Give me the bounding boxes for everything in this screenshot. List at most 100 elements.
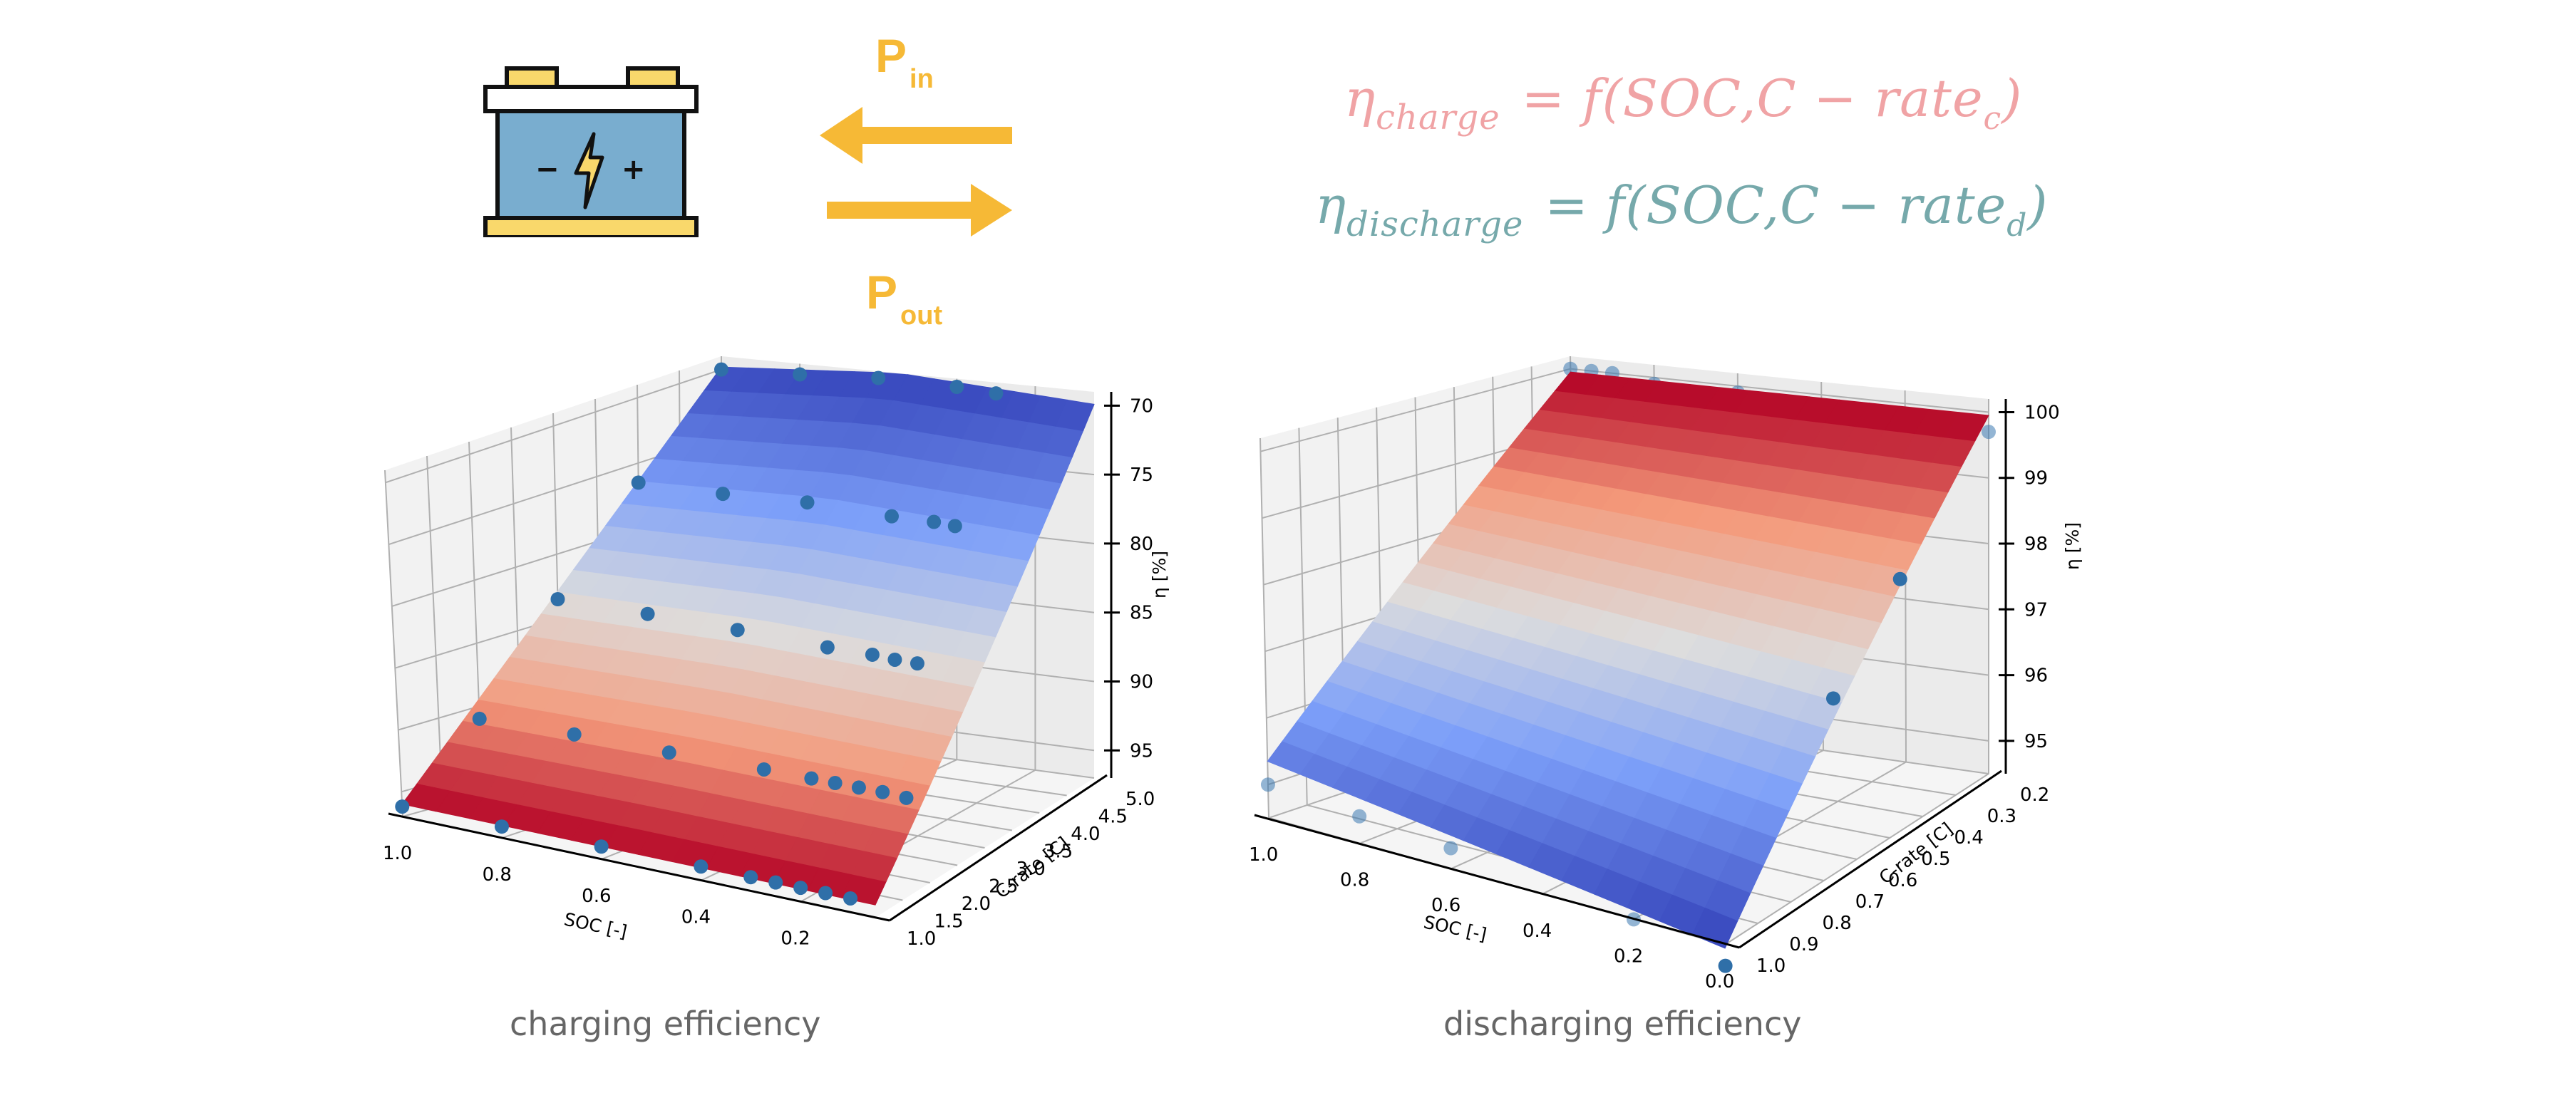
rate-subscript: d bbox=[2006, 207, 2028, 244]
data-point bbox=[743, 870, 758, 885]
data-point bbox=[694, 859, 709, 874]
z-tick-label: 99 bbox=[2024, 468, 2048, 489]
y-axis-line bbox=[1738, 769, 2002, 949]
data-point bbox=[793, 367, 808, 382]
z-tick-label: 98 bbox=[2024, 534, 2048, 555]
battery-icon: − + bbox=[482, 66, 700, 239]
equals-sign: = bbox=[1521, 68, 1565, 128]
y-tick-label: 2.5 bbox=[989, 876, 1018, 898]
p-out-main: P bbox=[866, 266, 898, 318]
chart-caption-charging: charging efficiency bbox=[510, 1005, 821, 1043]
y-axis-line bbox=[889, 774, 1108, 922]
y-tick-label: 2.0 bbox=[962, 893, 991, 915]
data-point bbox=[875, 784, 890, 799]
y-tick-label: 1.0 bbox=[1756, 955, 1786, 977]
p-in-sub: in bbox=[910, 64, 934, 94]
data-point bbox=[793, 881, 808, 896]
data-point bbox=[818, 886, 833, 901]
z-tick-label: 70 bbox=[1130, 395, 1153, 417]
plus-sign: + bbox=[622, 153, 646, 186]
close-paren: ) bbox=[2027, 175, 2049, 235]
data-point bbox=[1826, 691, 1841, 706]
y-tick-label: 0.7 bbox=[1855, 891, 1885, 913]
y-tick-label: 3.5 bbox=[1044, 841, 1073, 863]
y-tick-label: 0.2 bbox=[2020, 784, 2049, 806]
data-point bbox=[828, 776, 843, 791]
data-point bbox=[716, 487, 731, 502]
formula-subscript: discharge bbox=[1346, 204, 1524, 244]
surface-patch bbox=[1944, 412, 1989, 442]
data-point bbox=[843, 891, 858, 906]
data-point bbox=[851, 780, 866, 795]
y-tick-label: 4.5 bbox=[1098, 807, 1128, 828]
charging-efficiency-chart: 1.00.80.60.40.2 1.01.52.02.53.03.54.04.55… bbox=[383, 356, 1170, 950]
x-tick-label: 0.4 bbox=[681, 907, 711, 928]
data-point bbox=[1982, 425, 1996, 440]
z-tick-label: 96 bbox=[2024, 665, 2048, 687]
data-point bbox=[550, 592, 565, 606]
discharging-efficiency-chart: 1.00.80.60.40.20.01.00.90.80.70.60.50.40… bbox=[1249, 356, 2083, 992]
surface-patch bbox=[1055, 399, 1095, 432]
z-tick-label: 100 bbox=[2024, 402, 2060, 423]
data-point bbox=[594, 839, 609, 854]
data-point bbox=[714, 362, 728, 377]
data-point bbox=[947, 519, 962, 534]
x-tick-label: 1.0 bbox=[383, 843, 412, 864]
z-tick-label: 75 bbox=[1130, 465, 1153, 486]
chart-caption-discharging: discharging efficiency bbox=[1443, 1005, 1802, 1043]
y-tick-label: 3.0 bbox=[1016, 859, 1046, 880]
x-axis-title: SOC [-] bbox=[562, 909, 629, 943]
data-point bbox=[887, 652, 902, 667]
x-tick-label: 0.2 bbox=[1614, 945, 1643, 967]
data-point bbox=[949, 380, 964, 395]
y-tick-label: 5.0 bbox=[1125, 789, 1155, 810]
data-point bbox=[884, 509, 899, 524]
close-paren: ) bbox=[2001, 68, 2023, 128]
data-point bbox=[768, 875, 783, 890]
x-tick-label: 0.8 bbox=[1340, 870, 1369, 891]
x-axis-title: SOC [-] bbox=[1422, 912, 1489, 945]
data-point bbox=[631, 475, 646, 490]
p-out-sub: out bbox=[900, 301, 943, 331]
y-tick-label: 0.3 bbox=[1987, 806, 2016, 827]
x-axis-line bbox=[388, 812, 890, 922]
rate-subscript: c bbox=[1983, 100, 2002, 137]
data-point bbox=[661, 745, 676, 760]
y-tick-label: 0.5 bbox=[1921, 849, 1950, 870]
formula-rhs: f(SOC,C − rate bbox=[1605, 175, 2007, 235]
z-axis-title: η [%] bbox=[1149, 551, 1170, 598]
data-point bbox=[640, 606, 655, 621]
data-point bbox=[472, 711, 487, 726]
z-tick-label: 90 bbox=[1130, 672, 1153, 693]
data-point bbox=[804, 771, 819, 786]
arrow-right-icon bbox=[827, 184, 1012, 237]
y-tick-label: 1.5 bbox=[934, 911, 963, 933]
data-point bbox=[899, 790, 914, 805]
data-point bbox=[820, 640, 835, 655]
y-tick-label: 0.8 bbox=[1823, 913, 1852, 934]
x-tick-label: 0.6 bbox=[582, 886, 611, 907]
y-tick-label: 4.0 bbox=[1071, 824, 1100, 845]
data-point bbox=[1352, 809, 1367, 824]
z-tick-label: 97 bbox=[2024, 599, 2048, 621]
data-point bbox=[567, 727, 582, 742]
data-point bbox=[910, 656, 924, 671]
z-tick-label: 80 bbox=[1130, 534, 1153, 555]
formula-subscript: charge bbox=[1376, 98, 1500, 138]
y-tick-label: 0.6 bbox=[1888, 870, 1917, 891]
data-point bbox=[395, 799, 410, 814]
x-tick-label: 1.0 bbox=[1249, 844, 1278, 866]
eta-symbol: η bbox=[1315, 175, 1347, 235]
power-flow-arrows bbox=[820, 107, 1012, 237]
p-in-main: P bbox=[875, 29, 907, 82]
data-point bbox=[494, 819, 509, 834]
x-tick-label: 0.2 bbox=[780, 928, 810, 950]
equals-sign: = bbox=[1545, 175, 1589, 235]
y-tick-label: 1.0 bbox=[907, 928, 936, 950]
x-tick-label: 0.8 bbox=[483, 864, 512, 886]
y-tick-label: 0.9 bbox=[1789, 934, 1818, 955]
z-tick-label: 95 bbox=[2024, 731, 2048, 752]
